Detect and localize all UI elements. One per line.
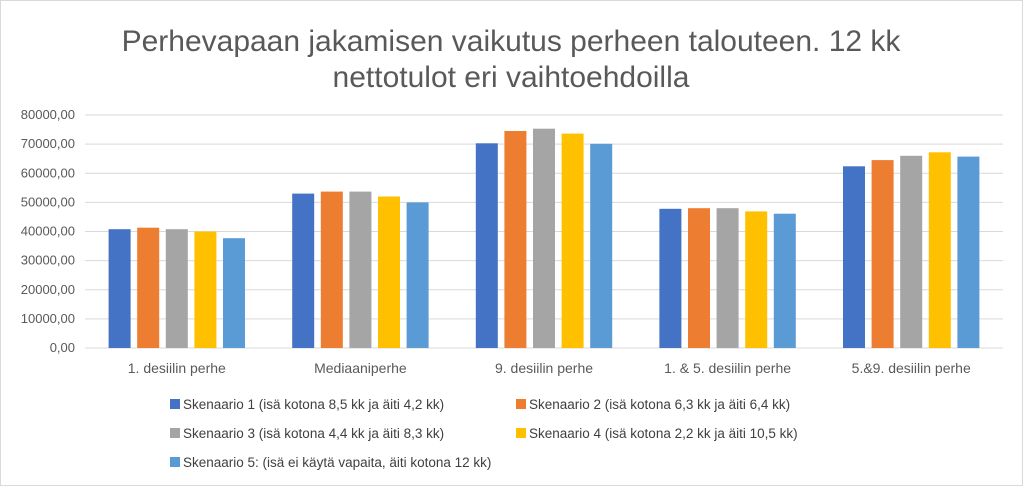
x-category-label: 5.&9. desiilin perhe (852, 360, 971, 376)
legend: Skenaario 1 (isä kotona 8,5 kk ja äiti 4… (170, 397, 798, 470)
bar-2-5 (871, 160, 894, 348)
bar-1-2 (292, 193, 315, 348)
bar-4-2 (378, 196, 400, 348)
bar-2-2 (320, 191, 343, 348)
legend-entry-1: Skenaario 1 (isä kotona 8,5 kk ja äiti 4… (183, 397, 444, 412)
y-tick-label: 40000,00 (21, 224, 75, 239)
y-axis-tick-labels: 0,00 10000,00 20000,00 30000,00 40000,00 5000… (21, 107, 75, 355)
y-tick-label: 10000,00 (21, 311, 75, 326)
bar-1-1 (108, 229, 131, 348)
x-category-label: 1. desiilin perhe (128, 360, 226, 376)
bar-4-3 (561, 133, 584, 348)
bar-5-3 (590, 143, 613, 348)
bar-3-3 (533, 128, 555, 348)
legend-swatch (516, 399, 526, 409)
y-tick-label: 20000,00 (21, 282, 75, 297)
bar-1-5 (843, 166, 865, 348)
legend-entry-3: Skenaario 3 (isä kotona 4,4 kk ja äiti 8… (183, 426, 444, 441)
bar-4-5 (928, 152, 951, 348)
chart-title-line-2: nettotulot eri vaihtoehdoilla (333, 61, 690, 94)
legend-swatch (170, 399, 180, 409)
x-category-label: Mediaaniperhe (314, 360, 407, 376)
bar-1-4 (659, 208, 682, 348)
bar-2-1 (137, 227, 160, 348)
y-tick-label: 70000,00 (21, 136, 75, 151)
legend-entry-4: Skenaario 4 (isä kotona 2,2 kk ja äiti 1… (529, 426, 798, 441)
bar-5-5 (957, 156, 980, 348)
x-category-label: 9. desiilin perhe (495, 360, 593, 376)
bar-2-3 (504, 131, 527, 348)
legend-swatch (170, 457, 180, 467)
bar-4-4 (745, 211, 768, 348)
bar-3-4 (716, 208, 739, 348)
bar-1-3 (475, 143, 498, 348)
bar-3-1 (165, 229, 188, 348)
legend-entry-2: Skenaario 2 (isä kotona 6,3 kk ja äiti 6… (529, 397, 790, 412)
bar-2-4 (688, 208, 710, 348)
y-tick-label: 30000,00 (21, 253, 75, 268)
bars (108, 128, 980, 348)
x-category-label: 1. & 5. desiilin perhe (664, 360, 791, 376)
bar-3-5 (900, 155, 923, 348)
bar-3-2 (349, 191, 372, 348)
bar-5-1 (223, 238, 245, 348)
bar-4-1 (194, 231, 217, 348)
legend-entry-5: Skenaario 5: (isä ei käytä vapaita, äiti… (183, 455, 491, 470)
y-tick-label: 50000,00 (21, 194, 75, 209)
y-tick-label: 60000,00 (21, 165, 75, 180)
y-tick-label: 80000,00 (21, 107, 75, 122)
x-axis-category-labels: 1. desiilin perhe Mediaaniperhe 9. desiili… (128, 360, 971, 376)
legend-swatch (516, 428, 526, 438)
chart-title-line-1: Perhevapaan jakamisen vaikutus perheen t… (122, 25, 902, 58)
bar-5-2 (406, 202, 429, 348)
y-tick-label: 0,00 (50, 340, 75, 355)
legend-swatch (170, 428, 180, 438)
bar-5-4 (773, 213, 796, 348)
